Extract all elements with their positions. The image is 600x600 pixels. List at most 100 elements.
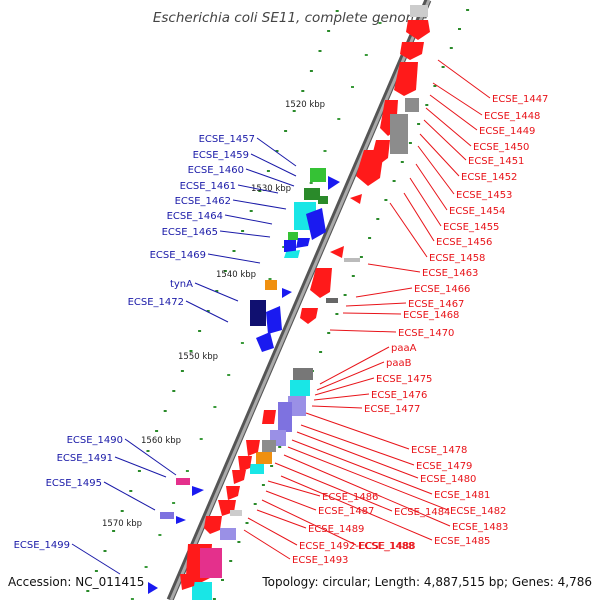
gene-feature[interactable] [220,528,236,540]
right-gene-label[interactable]: ECSE_1482 [450,506,506,517]
right-gene-label[interactable]: ECSE_1483 [452,522,508,533]
gene-feature[interactable] [350,194,362,204]
gene-feature[interactable] [288,396,306,416]
right-gene-label[interactable]: ECSE_1449 [479,126,535,137]
left-gene-label[interactable]: ECSE_1495 [46,478,102,489]
right-gene-label[interactable]: ECSE_1476 [371,390,427,401]
gene-feature[interactable] [262,410,276,424]
gene-feature[interactable] [293,368,313,380]
gene-feature[interactable] [246,440,260,456]
gene-feature[interactable] [282,288,292,298]
right-gene-label[interactable]: ECSE_1470 [398,328,454,339]
left-gene-label[interactable]: ECSE_1499 [14,540,70,551]
right-gene-label[interactable]: ECSE_1487 [318,506,374,517]
kbp-mark: 1520 kbp [285,100,325,110]
gene-feature[interactable] [284,250,300,258]
gene-feature[interactable] [250,464,264,474]
right-gene-label[interactable]: ECSE_1484 [394,507,450,518]
right-gene-label[interactable]: ECSE_1488 [358,541,414,552]
left-gene-label[interactable]: ECSE_1490 [67,435,123,446]
right-gene-label[interactable]: ECSE_1481 [434,490,490,501]
gene-feature[interactable] [180,574,196,590]
right-gene-label[interactable]: ECSE_1480 [420,474,476,485]
gene-feature[interactable] [148,582,158,594]
right-gene-label[interactable]: ECSE_1477 [364,404,420,415]
right-gene-label[interactable]: ECSE_1467 [408,299,464,310]
right-gene-label[interactable]: ECSE_1475 [376,374,432,385]
right-gene-label[interactable]: ECSE_1493 [292,555,348,566]
right-gene-label[interactable]: ECSE_1466 [414,284,470,295]
gene-feature[interactable] [265,280,277,290]
gene-feature[interactable] [410,5,428,17]
left-gene-label[interactable]: ECSE_1457 [199,134,255,145]
right-gene-label[interactable]: ECSE_1478 [411,445,467,456]
right-gene-label[interactable]: ECSE_1486 [322,492,378,503]
left-gene-label[interactable]: ECSE_1491 [57,453,113,464]
right-gene-label[interactable]: ECSE_1463 [422,268,478,279]
gene-feature[interactable] [256,452,272,464]
gene-feature[interactable] [160,512,174,519]
gene-feature[interactable] [204,516,222,534]
gene-feature[interactable] [200,548,222,578]
gene-feature[interactable] [284,240,296,252]
gene-feature[interactable] [304,188,320,200]
left-gene-label[interactable]: ECSE_1464 [167,211,223,222]
left-gene-label[interactable]: ECSE_1459 [193,150,249,161]
left-gene-label[interactable]: ECSE_1472 [128,297,184,308]
right-gene-label[interactable]: ECSE_1452 [461,172,517,183]
gene-feature[interactable] [192,486,204,496]
right-gene-label[interactable]: ECSE_1456 [436,237,492,248]
gene-feature[interactable] [356,150,384,186]
gene-feature[interactable] [176,478,190,485]
right-gene-label[interactable]: ECSE_1485 [434,536,490,547]
gene-feature[interactable] [310,168,326,182]
gene-feature[interactable] [310,268,332,298]
right-gene-label[interactable]: ECSE_1453 [456,190,512,201]
gene-feature[interactable] [266,306,282,334]
gene-feature[interactable] [230,510,242,516]
gene-feature[interactable] [400,42,424,60]
right-gene-label[interactable]: ECSE_1479 [416,461,472,472]
gene-feature[interactable] [318,196,328,204]
right-gene-label[interactable]: ECSE_1447 [492,94,548,105]
right-gene-label[interactable]: ECSE_1448 [484,111,540,122]
right-gene-label[interactable]: ECSE_1455 [443,222,499,233]
left-gene-label[interactable]: ECSE_1469 [150,250,206,261]
gene-feature[interactable] [176,516,186,524]
gene-feature[interactable] [288,232,298,240]
right-gene-label[interactable]: ECSE_1454 [449,206,505,217]
gene-feature[interactable] [328,176,340,190]
right-gene-label[interactable]: paaB [386,358,412,369]
right-gene-label[interactable]: ECSE_1458 [429,253,485,264]
gene-feature[interactable] [262,440,276,452]
gene-feature[interactable] [250,300,266,326]
gene-feature[interactable] [390,114,408,154]
gene-feature[interactable] [232,470,246,484]
left-gene-label[interactable]: tynA [170,279,193,290]
right-gene-label[interactable]: ECSE_1468 [403,310,459,321]
gene-feature[interactable] [344,258,360,262]
gene-feature[interactable] [226,486,240,500]
left-gene-label[interactable]: ECSE_1465 [162,227,218,238]
right-gene-label[interactable]: ECSE_1492-ECSE_1488 [299,541,415,552]
right-gene-label[interactable]: ECSE_1451 [468,156,524,167]
gene-feature[interactable] [306,208,326,240]
gene-feature[interactable] [192,582,212,600]
gene-feature[interactable] [238,456,252,472]
gene-feature[interactable] [394,62,418,96]
gene-feature[interactable] [326,298,338,303]
left-gene-label[interactable]: ECSE_1461 [180,181,236,192]
gene-feature[interactable] [290,380,310,396]
left-gene-label[interactable]: ECSE_1460 [188,165,244,176]
gene-feature[interactable] [256,332,274,352]
gene-feature[interactable] [278,402,292,432]
gene-feature[interactable] [406,20,430,40]
right-gene-label[interactable]: ECSE_1450 [473,142,529,153]
gene-feature[interactable] [296,238,310,248]
gene-feature[interactable] [330,246,344,258]
gene-feature[interactable] [405,98,419,112]
right-gene-label[interactable]: paaA [391,343,417,354]
right-gene-label[interactable]: ECSE_1489 [308,524,364,535]
gene-feature[interactable] [300,308,318,324]
left-gene-label[interactable]: ECSE_1462 [175,196,231,207]
